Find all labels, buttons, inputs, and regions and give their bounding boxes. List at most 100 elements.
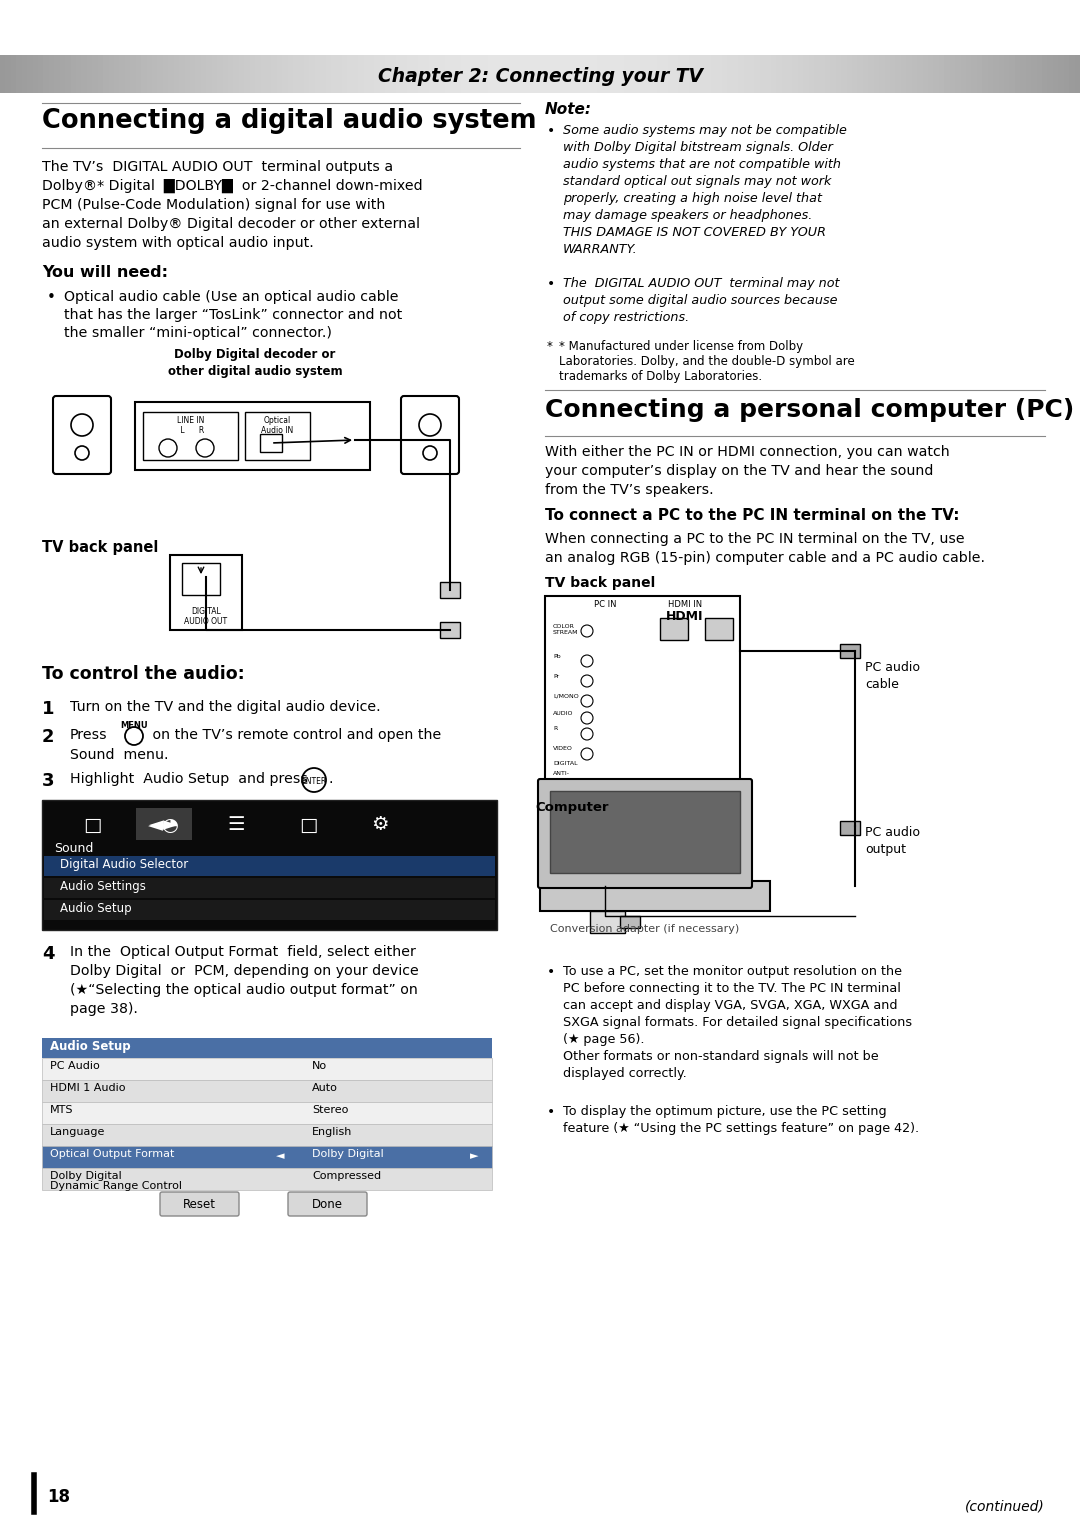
FancyBboxPatch shape <box>401 395 459 473</box>
Polygon shape <box>120 55 125 93</box>
Text: Dolby Digital: Dolby Digital <box>50 1170 122 1181</box>
Polygon shape <box>1042 55 1048 93</box>
Text: DIGITAL
AUDIO OUT: DIGITAL AUDIO OUT <box>185 607 228 627</box>
Text: the smaller “mini-optical” connector.): the smaller “mini-optical” connector.) <box>64 326 332 340</box>
Polygon shape <box>1075 55 1080 93</box>
Text: •: • <box>546 965 555 979</box>
Polygon shape <box>977 55 983 93</box>
Polygon shape <box>917 55 922 93</box>
Polygon shape <box>293 55 298 93</box>
Text: (★ page 56).: (★ page 56). <box>563 1033 645 1046</box>
Bar <box>590 912 625 933</box>
Polygon shape <box>504 55 510 93</box>
Polygon shape <box>592 55 597 93</box>
Polygon shape <box>86 55 92 93</box>
Polygon shape <box>434 55 440 93</box>
Polygon shape <box>1053 55 1058 93</box>
Bar <box>545 596 740 791</box>
Text: HDMI 1 Audio: HDMI 1 Audio <box>50 1083 125 1092</box>
Polygon shape <box>581 55 586 93</box>
Text: Audio Settings: Audio Settings <box>60 879 146 893</box>
Polygon shape <box>282 55 287 93</box>
Polygon shape <box>70 55 76 93</box>
Polygon shape <box>332 55 337 93</box>
Polygon shape <box>1015 55 1021 93</box>
Text: 1: 1 <box>42 700 54 719</box>
Polygon shape <box>983 55 988 93</box>
Polygon shape <box>684 55 689 93</box>
Polygon shape <box>771 55 777 93</box>
Polygon shape <box>320 55 326 93</box>
Text: an external Dolby® Digital decoder or other external: an external Dolby® Digital decoder or ot… <box>42 218 420 231</box>
Text: ◄: ◄ <box>275 1151 284 1161</box>
Polygon shape <box>467 55 472 93</box>
Polygon shape <box>613 55 619 93</box>
Polygon shape <box>678 55 684 93</box>
Text: PC audio
cable: PC audio cable <box>865 660 920 691</box>
Polygon shape <box>445 55 450 93</box>
Text: No: No <box>312 1062 327 1071</box>
Polygon shape <box>494 55 499 93</box>
Text: with Dolby Digital bitstream signals. Older: with Dolby Digital bitstream signals. Ol… <box>563 141 833 155</box>
Polygon shape <box>396 55 402 93</box>
Text: HDMI IN: HDMI IN <box>667 601 702 610</box>
Text: MENU: MENU <box>120 722 148 731</box>
Text: Other formats or non-standard signals will not be: Other formats or non-standard signals wi… <box>563 1049 879 1063</box>
Bar <box>440 622 460 637</box>
Polygon shape <box>667 55 673 93</box>
Text: Pr: Pr <box>553 674 559 679</box>
Text: (★“Selecting the optical audio output format” on: (★“Selecting the optical audio output fo… <box>70 984 418 997</box>
Polygon shape <box>944 55 949 93</box>
Polygon shape <box>521 55 526 93</box>
Text: PC IN: PC IN <box>594 601 617 610</box>
Text: standard optical out signals may not work: standard optical out signals may not wor… <box>563 175 832 188</box>
Polygon shape <box>662 55 667 93</box>
Bar <box>42 800 497 930</box>
Polygon shape <box>249 55 255 93</box>
Bar <box>42 1080 492 1102</box>
Polygon shape <box>92 55 97 93</box>
Polygon shape <box>890 55 895 93</box>
Polygon shape <box>43 55 49 93</box>
Text: your computer’s display on the TV and hear the sound: your computer’s display on the TV and he… <box>545 464 933 478</box>
Polygon shape <box>700 55 705 93</box>
Text: LINE IN
 L      R: LINE IN L R <box>177 417 205 435</box>
Polygon shape <box>738 55 743 93</box>
Polygon shape <box>359 55 364 93</box>
Polygon shape <box>168 55 174 93</box>
Polygon shape <box>407 55 413 93</box>
Bar <box>42 1124 492 1146</box>
Text: Optical audio cable (Use an optical audio cable: Optical audio cable (Use an optical audi… <box>64 290 399 303</box>
Polygon shape <box>906 55 912 93</box>
Bar <box>183 562 220 594</box>
Bar <box>840 643 860 659</box>
Bar <box>260 434 282 452</box>
Polygon shape <box>1031 55 1037 93</box>
Text: (continued): (continued) <box>966 1500 1045 1514</box>
Text: Dolby Digital decoder or
other digital audio system: Dolby Digital decoder or other digital a… <box>167 348 342 378</box>
Bar <box>42 1167 492 1190</box>
Polygon shape <box>136 55 141 93</box>
Polygon shape <box>65 55 70 93</box>
Polygon shape <box>999 55 1004 93</box>
Text: Audio Setup: Audio Setup <box>50 1040 131 1052</box>
Text: audio system with optical audio input.: audio system with optical audio input. <box>42 236 314 250</box>
Bar <box>620 916 640 928</box>
Polygon shape <box>348 55 353 93</box>
Polygon shape <box>510 55 515 93</box>
Polygon shape <box>450 55 456 93</box>
FancyBboxPatch shape <box>160 1192 239 1216</box>
Polygon shape <box>342 55 348 93</box>
Polygon shape <box>895 55 901 93</box>
Text: MTS: MTS <box>50 1105 73 1115</box>
Text: DIGITAL: DIGITAL <box>553 761 578 766</box>
Polygon shape <box>163 55 168 93</box>
Bar <box>42 1146 492 1167</box>
Polygon shape <box>233 55 239 93</box>
Bar <box>840 821 860 835</box>
Text: Sound: Sound <box>54 843 93 855</box>
Polygon shape <box>554 55 559 93</box>
Polygon shape <box>825 55 831 93</box>
Polygon shape <box>125 55 131 93</box>
Text: To connect a PC to the PC IN terminal on the TV:: To connect a PC to the PC IN terminal on… <box>545 509 959 522</box>
